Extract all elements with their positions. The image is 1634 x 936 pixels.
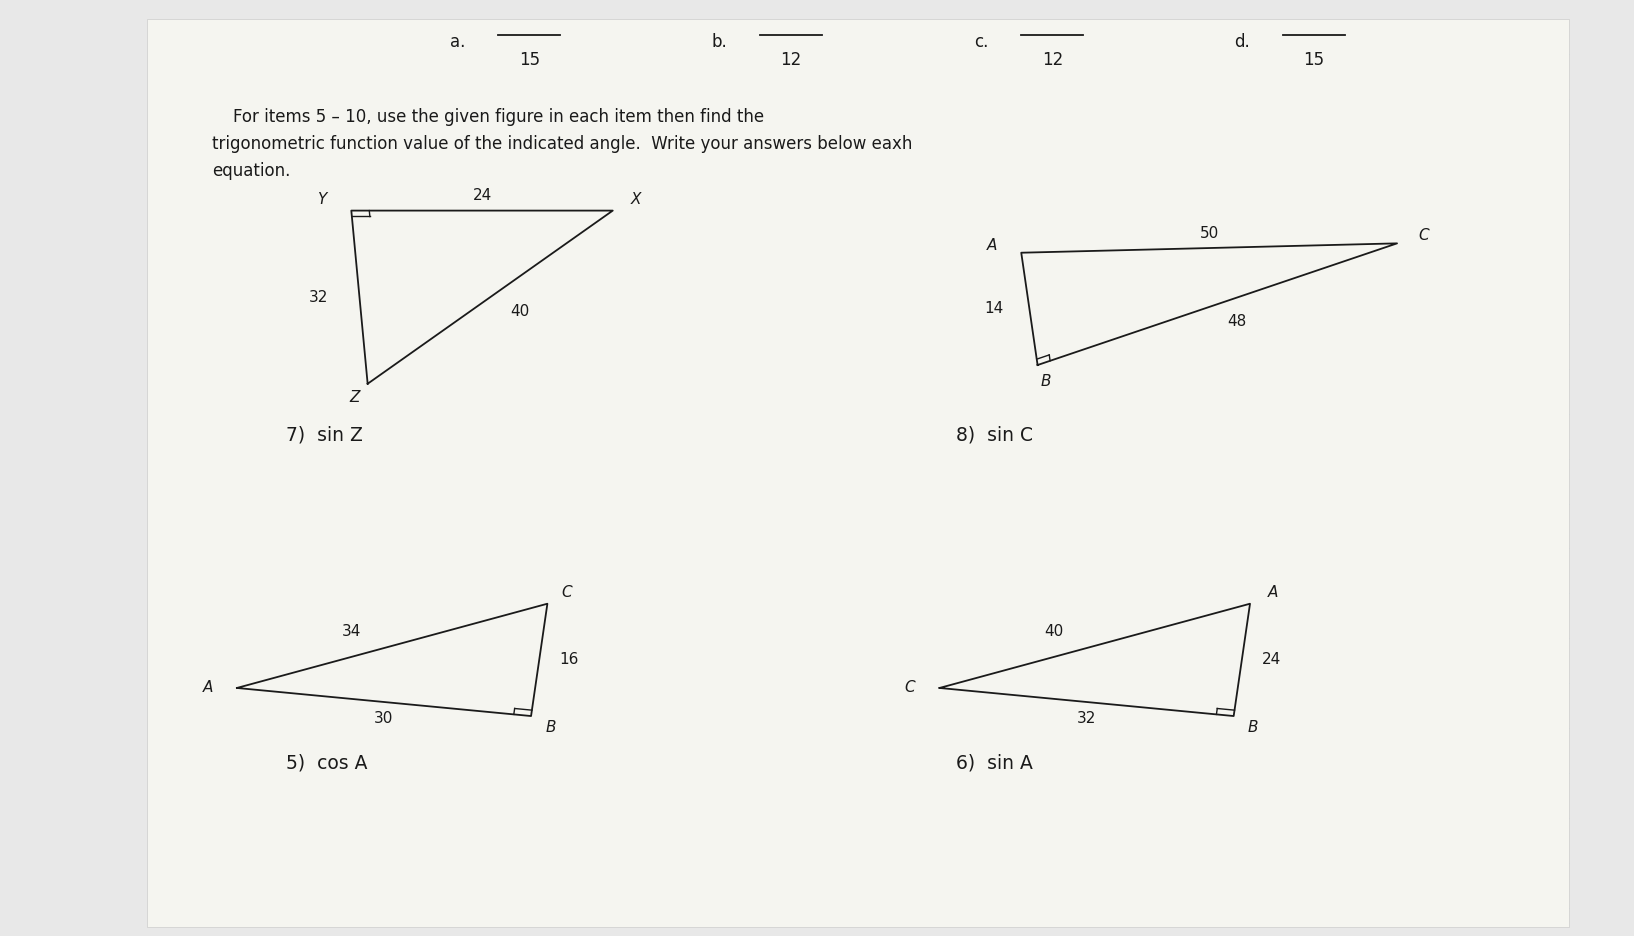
Text: 24: 24 (1261, 652, 1281, 667)
Text: 24: 24 (472, 188, 492, 203)
Text: B: B (1248, 720, 1258, 735)
Text: 32: 32 (1077, 711, 1096, 726)
Text: b.: b. (711, 33, 727, 51)
Text: 16: 16 (559, 652, 578, 667)
Text: B: B (546, 720, 556, 735)
Text: 15: 15 (1304, 51, 1324, 69)
Text: B: B (1041, 374, 1051, 389)
Text: For items 5 – 10, use the given figure in each item then find the
trigonometric : For items 5 – 10, use the given figure i… (212, 108, 913, 180)
Text: 48: 48 (1227, 314, 1247, 329)
Text: A: A (203, 680, 212, 695)
Text: 8)  sin C: 8) sin C (956, 426, 1033, 445)
Text: C: C (905, 680, 915, 695)
Text: C: C (562, 585, 572, 600)
Text: Z: Z (350, 390, 359, 405)
Text: A: A (987, 238, 997, 253)
Text: c.: c. (974, 33, 989, 51)
Text: C: C (1418, 228, 1428, 243)
Text: 15: 15 (520, 51, 539, 69)
Text: a.: a. (451, 33, 466, 51)
Text: A: A (1268, 585, 1278, 600)
Text: 7)  sin Z: 7) sin Z (286, 426, 363, 445)
Text: Y: Y (317, 192, 327, 207)
Text: d.: d. (1234, 33, 1250, 51)
Text: 32: 32 (309, 289, 328, 305)
Text: 30: 30 (374, 711, 394, 726)
FancyBboxPatch shape (147, 19, 1569, 927)
Text: 14: 14 (984, 301, 1003, 316)
Text: 34: 34 (342, 624, 361, 639)
Text: 40: 40 (510, 303, 529, 319)
Text: 12: 12 (1041, 51, 1064, 69)
Text: 6)  sin A: 6) sin A (956, 753, 1033, 772)
Text: 40: 40 (1044, 624, 1064, 639)
Text: 50: 50 (1199, 226, 1219, 241)
Text: X: X (631, 192, 641, 207)
Text: 12: 12 (779, 51, 802, 69)
Text: 5)  cos A: 5) cos A (286, 753, 368, 772)
